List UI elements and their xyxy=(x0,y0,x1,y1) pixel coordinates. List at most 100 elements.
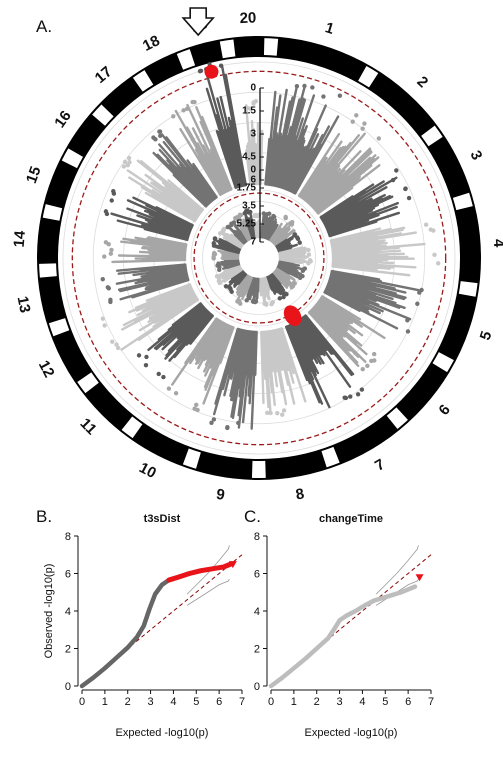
snp-point xyxy=(225,425,230,430)
y-tick-label: 2 xyxy=(65,644,71,656)
circular-manhattan-plot: 123456789101112131415161718192001.534.56… xyxy=(11,7,503,504)
snp-point xyxy=(103,209,109,214)
chromosome-signal-base xyxy=(231,237,244,248)
snp-point xyxy=(275,410,280,416)
chromosome-signal-base xyxy=(299,161,352,214)
ring-gridline xyxy=(62,61,456,455)
snp-point xyxy=(217,280,223,286)
chromosome-label-6: 6 xyxy=(435,401,453,418)
chromosome-signal-base xyxy=(270,230,286,246)
snp-point xyxy=(111,191,117,196)
y-axis-label: Observed -log10(p) xyxy=(43,564,55,659)
chromosome-label-12: 12 xyxy=(35,358,58,381)
chromosome-gap xyxy=(42,204,63,221)
chromosome-gap xyxy=(39,263,57,278)
snp-point xyxy=(261,211,266,216)
chromosome-signal-base xyxy=(330,230,377,272)
snp-point xyxy=(265,410,270,416)
highlight-point-19 xyxy=(204,64,219,79)
snp-point xyxy=(321,94,326,99)
chromosome-signal-base xyxy=(151,238,187,261)
snp-point xyxy=(126,155,132,161)
significance-threshold xyxy=(71,70,447,446)
inner-ring-tick-label: 7 xyxy=(250,237,256,248)
snp-point xyxy=(100,277,105,282)
inner-ring-tick-label: 0 xyxy=(250,165,256,176)
snp-point xyxy=(417,290,422,295)
chromosome-pointer-arrow-icon xyxy=(181,7,215,37)
chromosome-signal-base xyxy=(286,315,331,364)
x-tick-label: 7 xyxy=(428,696,434,708)
chromosome-signal-base xyxy=(242,227,252,241)
snp-point xyxy=(268,410,273,416)
snp-point xyxy=(166,386,172,391)
ci-upper xyxy=(375,545,419,595)
chromosome-gap xyxy=(452,192,473,211)
chromosome-gap xyxy=(219,39,236,59)
chromosome-signal-base xyxy=(261,328,293,369)
snp-point xyxy=(262,301,267,306)
snp-point xyxy=(403,186,408,192)
y-tick-label: 0 xyxy=(65,681,71,693)
chromosome-label-15: 15 xyxy=(23,164,45,186)
chromosome-label-4: 4 xyxy=(490,238,503,248)
chromosome-signal-base xyxy=(255,227,260,238)
ci-lower xyxy=(186,578,230,606)
significance-threshold xyxy=(193,192,325,324)
snp-point xyxy=(192,406,197,411)
chromosome-signal-base xyxy=(276,241,289,252)
qq-top-marker xyxy=(228,561,237,569)
x-tick-label: 6 xyxy=(216,696,222,708)
outer-ring-tick-label: 3 xyxy=(250,129,256,140)
snp-point xyxy=(216,263,221,268)
chromosome-signal-base xyxy=(324,271,370,311)
snp-point xyxy=(115,345,121,351)
snp-point xyxy=(211,240,216,246)
snp-point xyxy=(306,247,311,253)
chromosome-label-1: 1 xyxy=(323,19,336,38)
snp-point xyxy=(209,420,214,426)
snp-point xyxy=(271,213,276,219)
panel-b-label: B. xyxy=(36,507,52,526)
chromosome-signal-base xyxy=(250,278,259,290)
snp-point xyxy=(267,211,272,216)
snp-point xyxy=(362,121,367,126)
chromosome-signal-base xyxy=(265,139,317,194)
chromosome-signal-base xyxy=(227,252,239,259)
snp-point xyxy=(136,353,142,358)
chromosome-signal-base xyxy=(320,196,366,237)
qq-significant-points xyxy=(166,561,234,583)
snp-point xyxy=(223,284,229,289)
snp-point xyxy=(292,233,297,238)
chromosome-gap xyxy=(176,49,196,70)
snp-point xyxy=(354,113,359,118)
x-tick-label: 5 xyxy=(382,696,388,708)
qq-points xyxy=(268,584,418,689)
outer-ring-tick-label: 4.5 xyxy=(242,152,256,163)
snp-point xyxy=(125,163,131,168)
snp-point xyxy=(211,250,217,256)
chromosome-gap xyxy=(251,460,266,478)
snp-point xyxy=(181,108,186,113)
snp-point xyxy=(300,267,306,272)
snp-point xyxy=(369,358,374,364)
chromosome-label-17: 17 xyxy=(92,63,116,87)
chromosome-label-2: 2 xyxy=(414,73,432,91)
snp-point xyxy=(310,85,315,90)
snp-point xyxy=(102,323,107,328)
snp-point xyxy=(376,136,382,141)
y-tick-label: 4 xyxy=(65,606,71,618)
chromosome-signal-base xyxy=(228,265,242,277)
snp-point xyxy=(114,342,119,347)
chromosome-label-16: 16 xyxy=(51,108,75,131)
snp-point xyxy=(359,387,365,392)
x-tick-label: 1 xyxy=(102,696,108,708)
snp-point xyxy=(212,236,218,242)
chromosome-signal-base xyxy=(279,249,294,262)
chromosome-label-11: 11 xyxy=(77,415,100,438)
snp-point xyxy=(217,267,222,273)
snp-point xyxy=(348,394,353,399)
qq-plot-t3sdist: 0 1 2 3 4 5 6 7 0 2 4 6 8 t3sDist Expected -log10(p) Ob… xyxy=(43,513,245,739)
chromosome-gap xyxy=(321,446,340,468)
x-tick-label: 0 xyxy=(79,696,85,708)
